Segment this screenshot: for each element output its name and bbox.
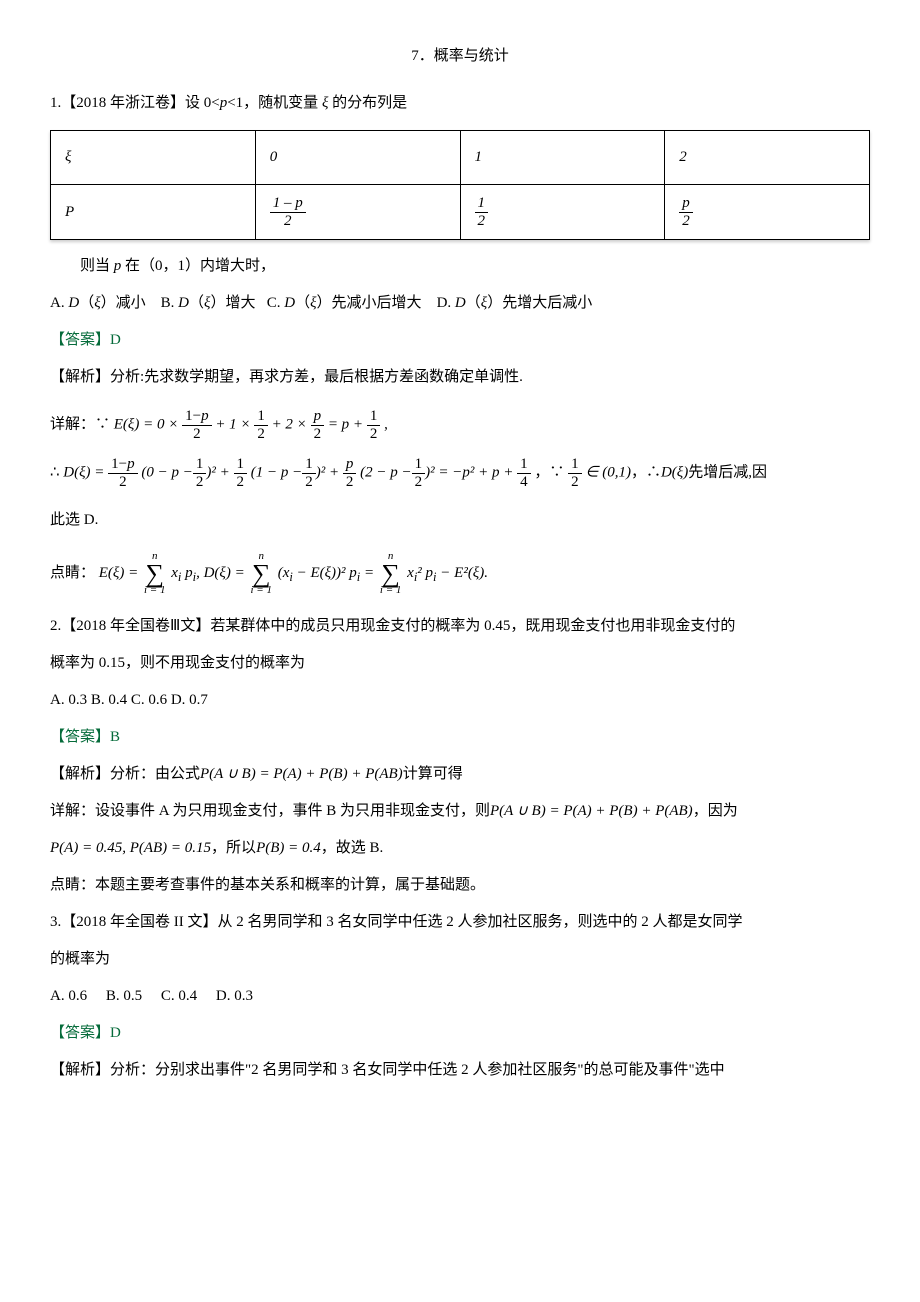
- q1-table: ξ 0 1 2 P 1 – p2 12 p2: [50, 130, 870, 240]
- q3-optC: C. 0.4: [161, 988, 197, 1004]
- q3-optD: D. 0.3: [216, 988, 253, 1004]
- q2-analysis: 【解析】分析：由公式P(A ∪ B) = P(A) + P(B) + P(AB)…: [50, 758, 870, 791]
- q2-d-f1: P(A ∪ B) = P(A) + P(B) + P(AB): [490, 803, 693, 819]
- t-r1c2: 0: [255, 131, 460, 185]
- q1-stem-text: 1.【2018 年浙江卷】设 0<p<1，随机变量 ξ 的分布列是: [50, 95, 407, 111]
- q2-d-mid2: ，所以: [211, 840, 256, 856]
- q3-optA: A. 0.6: [50, 988, 87, 1004]
- q2-stem2: 概率为 0.15，则不用现金支付的概率为: [50, 647, 870, 680]
- frac-den: 2: [679, 213, 693, 230]
- t-r1c1: ξ: [51, 131, 256, 185]
- q2-stem1: 2.【2018 年全国卷Ⅲ文】若某群体中的成员只用现金支付的概率为 0.45，既…: [50, 610, 870, 643]
- q2-dianjing: 点睛：本题主要考查事件的基本关系和概率的计算，属于基础题。: [50, 869, 870, 902]
- q1-optA: A. D（ξ）减小: [50, 295, 146, 311]
- q2-d-prefix: 详解：设设事件 A 为只用现金支付，事件 B 为只用非现金支付，则: [50, 803, 490, 819]
- q2-answer: 【答案】B: [50, 721, 870, 754]
- q1-optD: D. D（ξ）先增大后减小: [437, 295, 593, 311]
- q1-detail-tail: 此选 D.: [50, 504, 870, 537]
- q3-analysis: 【解析】分析：分别求出事件"2 名男同学和 3 名女同学中任选 2 人参加社区服…: [50, 1054, 870, 1087]
- q1-after-table: 则当 p 在（0，1）内增大时，: [50, 250, 870, 283]
- q2-analysis-label: 【解析】分析：由公式: [50, 766, 200, 782]
- t-r2c4: p2: [665, 185, 870, 240]
- q3-options: A. 0.6 B. 0.5 C. 0.4 D. 0.3: [50, 980, 870, 1013]
- t-r1c4: 2: [665, 131, 870, 185]
- q2-d-f2: P(A) = 0.45, P(AB) = 0.15: [50, 840, 211, 856]
- q1-after-text: 则当 p 在（0，1）内增大时，: [80, 258, 275, 274]
- q3-answer: 【答案】D: [50, 1017, 870, 1050]
- q1-detail-2: ∴ D(ξ) = 1−p2 (0 − p −12)² + 12 (1 − p −…: [50, 456, 870, 490]
- q3-stem1: 3.【2018 年全国卷 II 文】从 2 名男同学和 3 名女同学中任选 2 …: [50, 906, 870, 939]
- t-r2c3: 12: [460, 185, 665, 240]
- q1-analysis: 【解析】分析:先求数学期望，再求方差，最后根据方差函数确定单调性.: [50, 361, 870, 394]
- frac-num: p: [679, 195, 693, 213]
- frac-den: 2: [475, 213, 489, 230]
- q1-detail-1: 详解：∵ E(ξ) = 0 × 1−p2 + 1 × 12 + 2 × p2 =…: [50, 408, 870, 442]
- frac-num: 1 – p: [270, 195, 306, 213]
- q1-stem: 1.【2018 年浙江卷】设 0<p<1，随机变量 ξ 的分布列是: [50, 87, 870, 120]
- page-title: 7．概率与统计: [50, 40, 870, 73]
- q1-dianjing: 点睛： E(ξ) = n∑i = 1 xi pi, D(ξ) = n∑i = 1…: [50, 551, 870, 596]
- q2-detail-2: P(A) = 0.45, P(AB) = 0.15，所以P(B) = 0.4，故…: [50, 832, 870, 865]
- frac-den: 2: [270, 213, 306, 230]
- q1-optC: C. D（ξ）先减小后增大: [267, 295, 422, 311]
- q2-analysis-suffix: 计算可得: [403, 766, 463, 782]
- t-r1c3: 1: [460, 131, 665, 185]
- q1-answer: 【答案】D: [50, 324, 870, 357]
- t-r2c2: 1 – p2: [255, 185, 460, 240]
- frac-num: 1: [475, 195, 489, 213]
- q3-optB: B. 0.5: [106, 988, 142, 1004]
- q2-analysis-formula: P(A ∪ B) = P(A) + P(B) + P(AB): [200, 766, 403, 782]
- q2-options: A. 0.3 B. 0.4 C. 0.6 D. 0.7: [50, 684, 870, 717]
- q2-detail-1: 详解：设设事件 A 为只用现金支付，事件 B 为只用非现金支付，则P(A ∪ B…: [50, 795, 870, 828]
- q3-stem2: 的概率为: [50, 943, 870, 976]
- q1-options: A. D（ξ）减小 B. D（ξ）增大 C. D（ξ）先减小后增大 D. D（ξ…: [50, 287, 870, 320]
- q2-d-tail: ，故选 B.: [321, 840, 384, 856]
- q2-d-f3: P(B) = 0.4: [256, 840, 321, 856]
- q1-optB: B. D（ξ）增大: [161, 295, 256, 311]
- dian-label: 点睛：: [50, 565, 95, 581]
- t-r2c1: P: [51, 185, 256, 240]
- q2-d-mid: ，因为: [693, 803, 738, 819]
